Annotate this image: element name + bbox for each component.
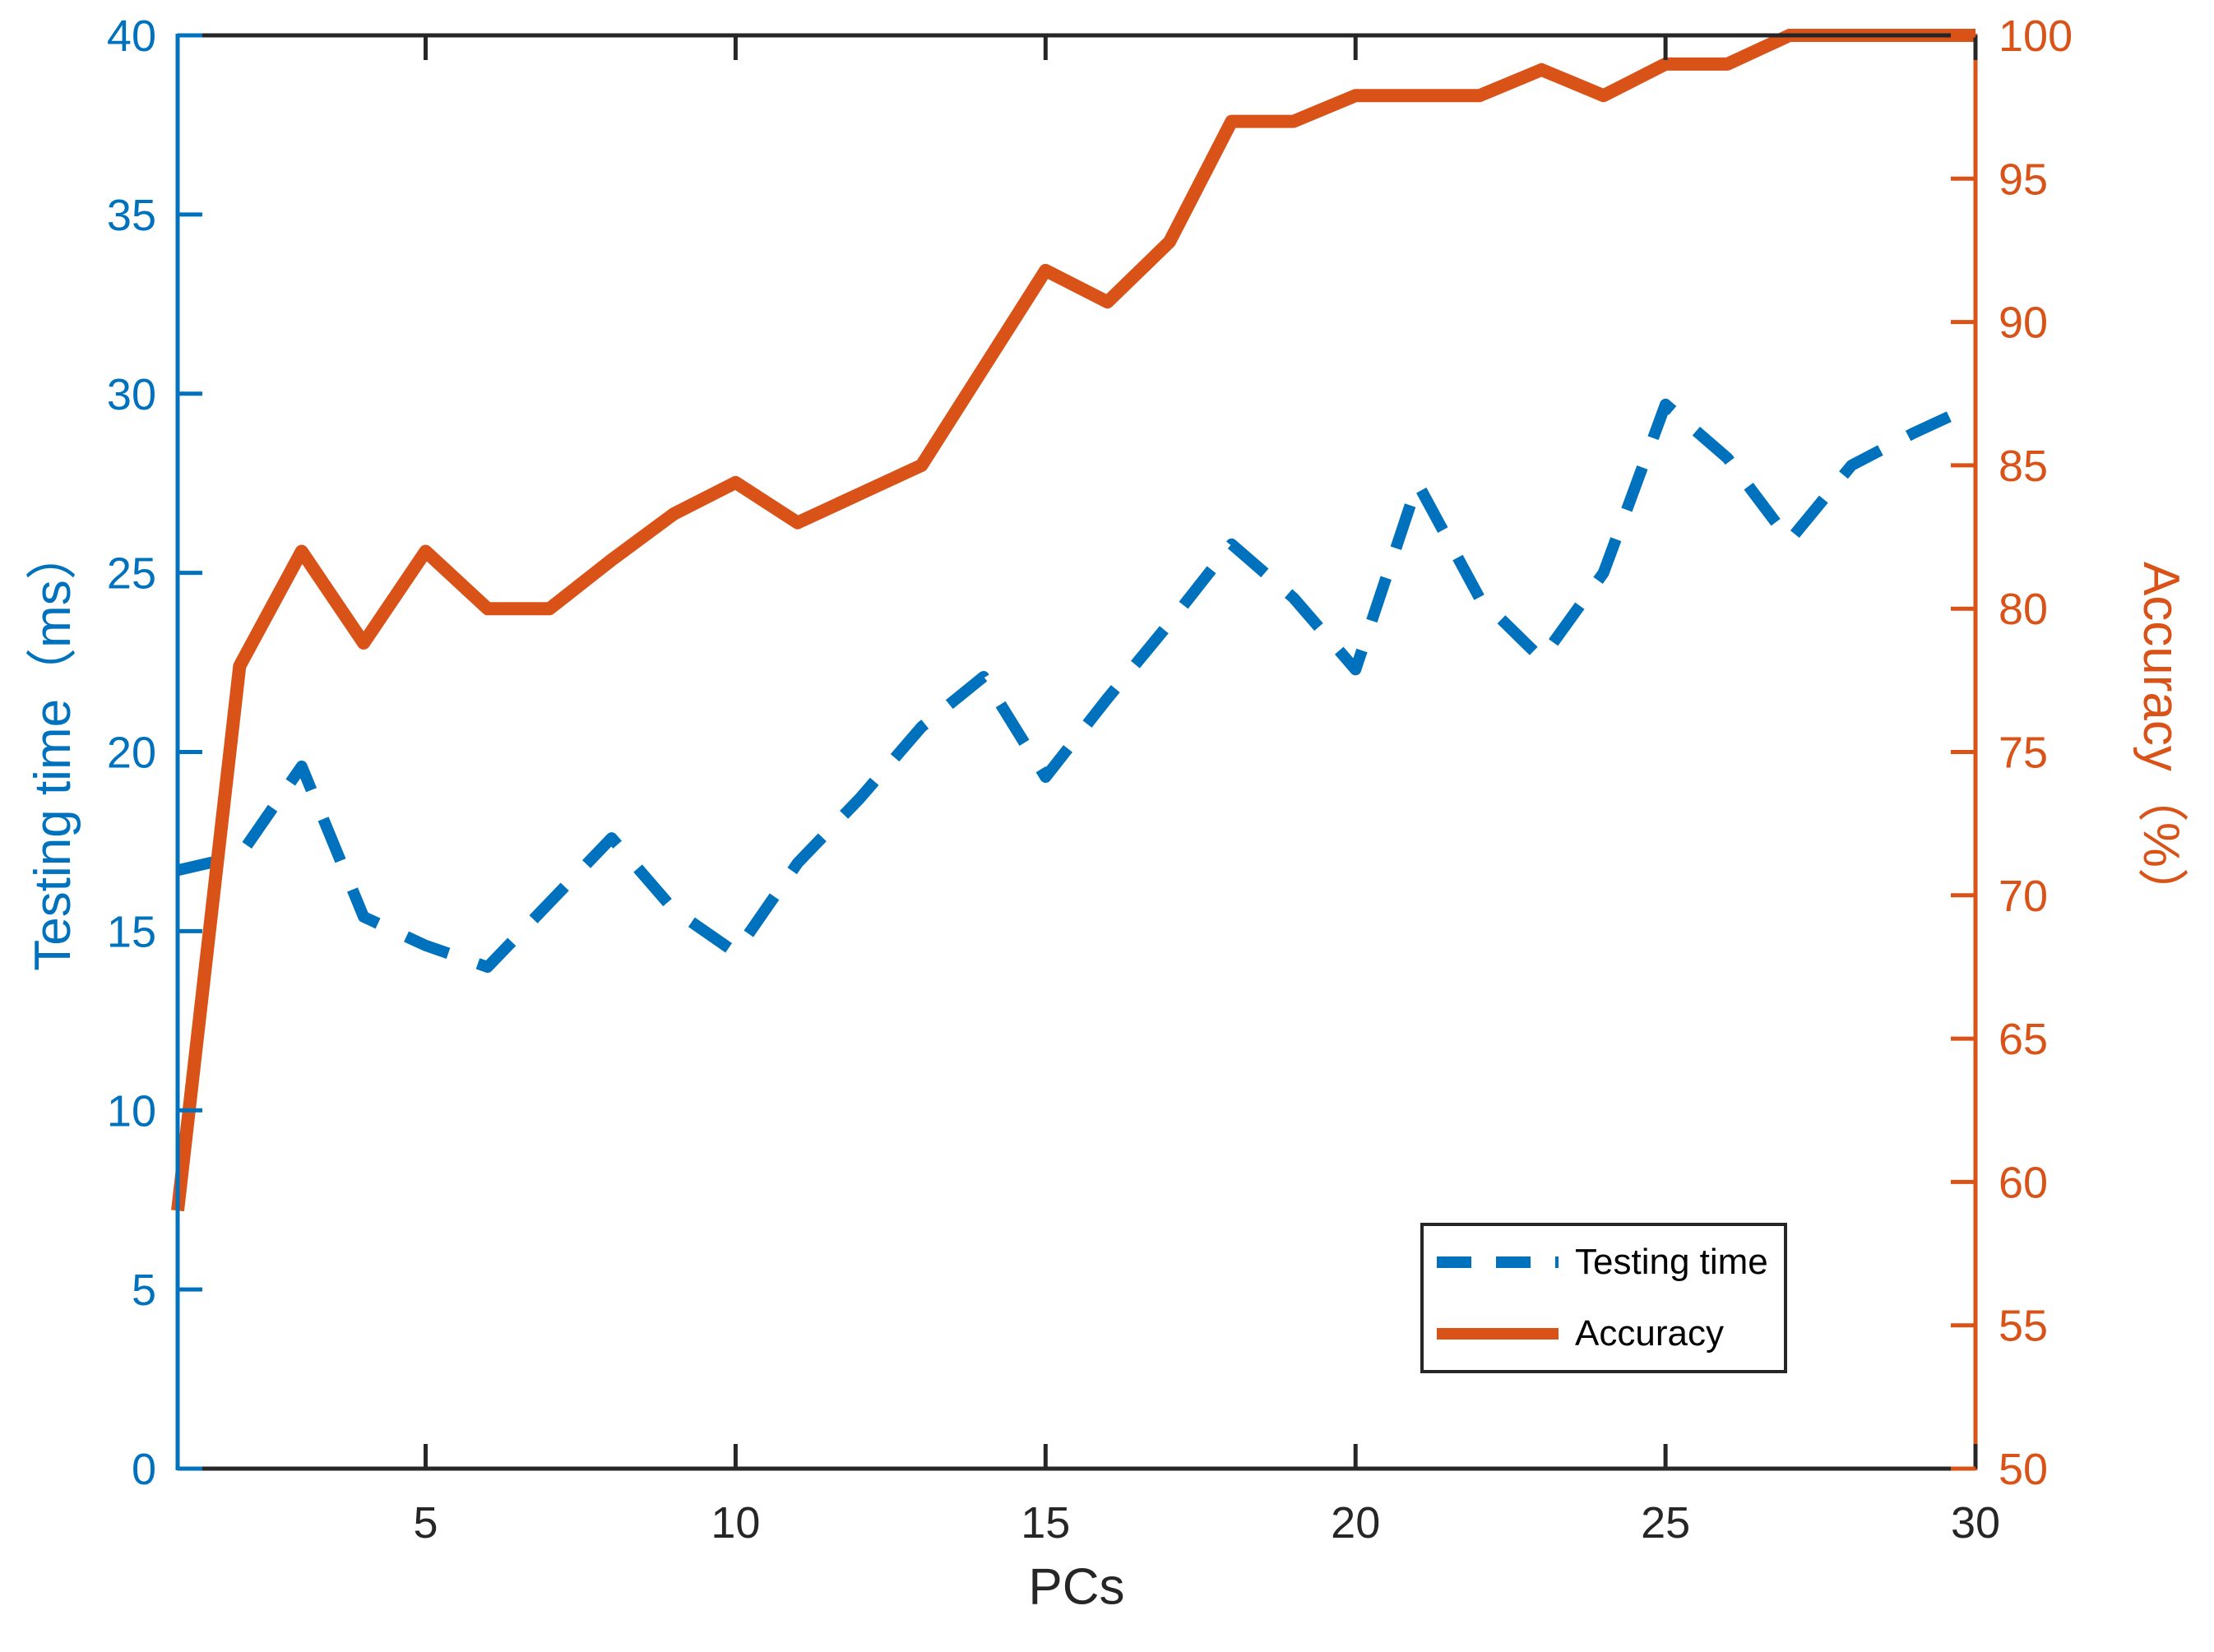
- left-y-tick-label: 35: [107, 191, 156, 240]
- legend-item-testing-time: Testing time: [1424, 1226, 1784, 1298]
- x-tick-label: 30: [1951, 1498, 2000, 1548]
- right-y-tick-label: 60: [1999, 1158, 2048, 1207]
- right-y-tick-label: 100: [1999, 12, 2073, 61]
- right-y-tick-label: 70: [1999, 872, 2048, 921]
- x-tick-label: 15: [1021, 1498, 1070, 1548]
- left-y-tick-label: 0: [132, 1445, 156, 1494]
- x-axis-label: PCs: [1028, 1558, 1125, 1616]
- left-y-tick-label: 30: [107, 370, 156, 419]
- left-y-tick-label: 10: [107, 1086, 156, 1136]
- right-y-tick-label: 85: [1999, 442, 2048, 491]
- left-y-tick-label: 40: [107, 12, 156, 61]
- x-tick-label: 5: [413, 1498, 438, 1548]
- legend-item-accuracy: Accuracy: [1424, 1298, 1784, 1371]
- right-y-axis-label: Accuracy（%）: [2133, 561, 2189, 919]
- left-y-tick-label: 5: [132, 1266, 156, 1315]
- left-y-tick-label: 25: [107, 549, 156, 599]
- testing-time-dashed-sample: [1437, 1256, 1559, 1268]
- right-y-tick-label: 80: [1999, 585, 2048, 634]
- legend-label: Accuracy: [1575, 1313, 1724, 1354]
- right-y-tick-label: 65: [1999, 1015, 2048, 1064]
- right-y-tick-label: 50: [1999, 1445, 2048, 1494]
- right-y-tick-label: 90: [1999, 298, 2048, 348]
- legend: Testing time Accuracy: [1420, 1223, 1787, 1373]
- accuracy-solid-sample: [1437, 1328, 1559, 1340]
- x-tick-label: 10: [711, 1498, 760, 1548]
- right-y-tick-label: 75: [1999, 729, 2048, 778]
- accuracy-line: [171, 29, 1975, 1212]
- legend-label: Testing time: [1575, 1241, 1768, 1282]
- left-y-axis-label: Testing time（ms）: [25, 529, 81, 971]
- testing-time-line: [176, 398, 1978, 973]
- right-y-tick-label: 95: [1999, 155, 2048, 204]
- left-y-tick-label: 15: [107, 907, 156, 956]
- x-tick-label: 25: [1641, 1498, 1690, 1548]
- x-tick-label: 20: [1331, 1498, 1380, 1548]
- right-y-tick-label: 55: [1999, 1302, 2048, 1351]
- left-y-tick-label: 20: [107, 729, 156, 778]
